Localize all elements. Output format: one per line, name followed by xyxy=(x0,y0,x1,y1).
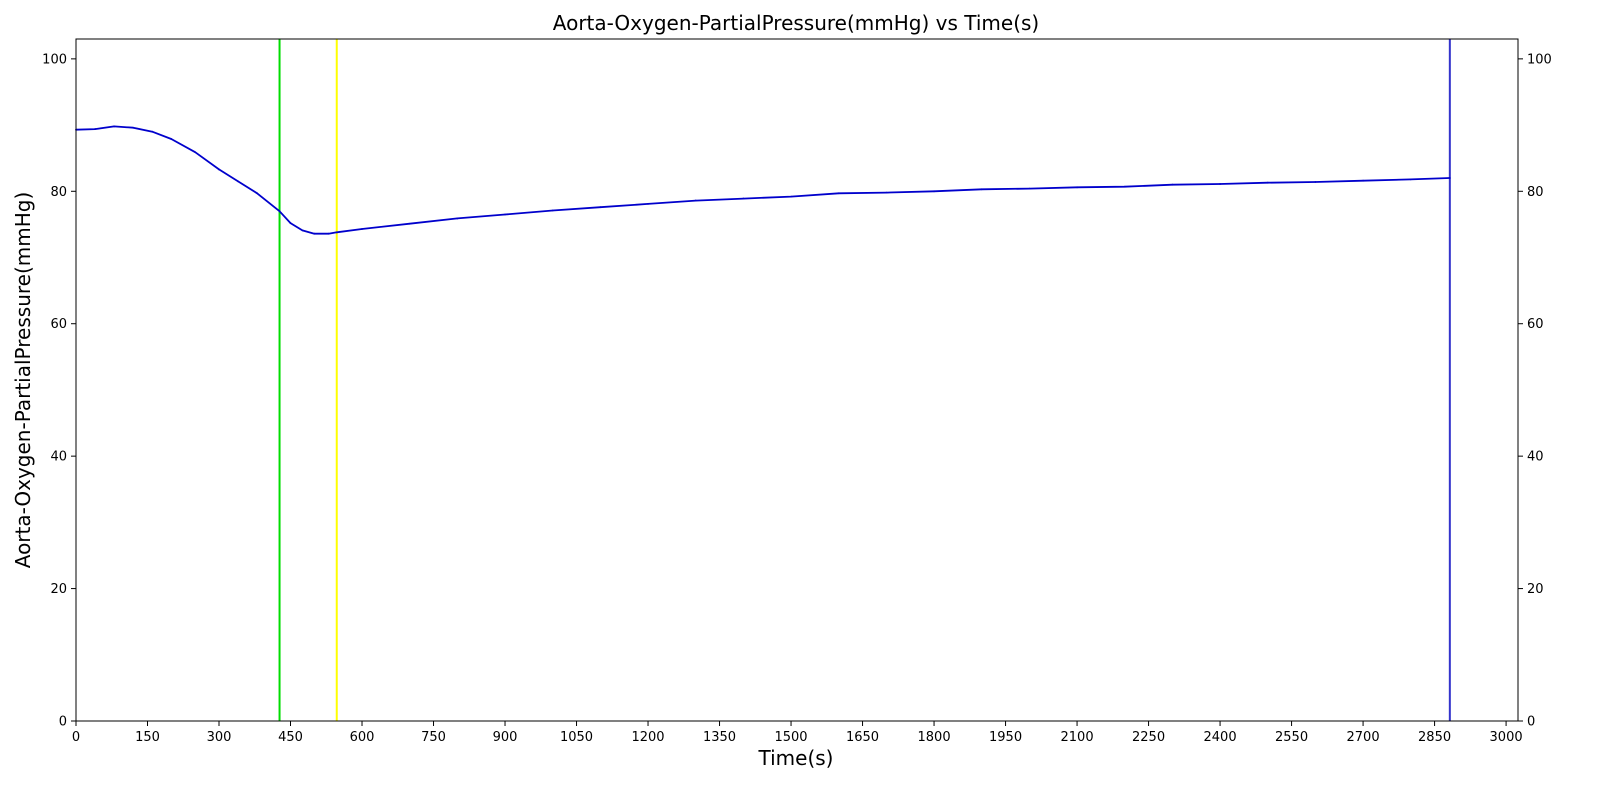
y-right-tick-label: 40 xyxy=(1527,450,1544,465)
data-point xyxy=(313,232,316,235)
data-point xyxy=(742,197,745,200)
x-tick-label: 150 xyxy=(135,730,160,745)
y-right-tick-label: 20 xyxy=(1527,582,1544,597)
data-point xyxy=(885,191,888,194)
data-point xyxy=(327,232,330,235)
x-tick-label: 1200 xyxy=(631,730,664,745)
y-right-tick-label: 80 xyxy=(1527,185,1544,200)
x-tick-label: 1950 xyxy=(989,730,1022,745)
y-axis-title: Aorta-Oxygen-PartialPressure(mmHg) xyxy=(11,192,35,569)
data-point xyxy=(837,192,840,195)
data-point xyxy=(1266,181,1269,184)
data-point xyxy=(237,180,239,183)
data-point xyxy=(94,128,96,130)
data-point xyxy=(170,138,173,140)
data-point xyxy=(132,126,135,129)
y-tick-label: 0 xyxy=(59,715,67,730)
data-point xyxy=(256,192,259,195)
x-axis-title: Time(s) xyxy=(758,746,834,770)
data-point xyxy=(1028,187,1031,190)
x-tick-label: 450 xyxy=(278,730,303,745)
data-point xyxy=(289,222,292,224)
data-point xyxy=(1409,178,1412,181)
y-right-tick-label: 100 xyxy=(1527,52,1552,67)
x-tick-label: 1800 xyxy=(918,730,951,745)
series-line-0 xyxy=(75,125,1450,235)
plot-frame xyxy=(75,38,1519,722)
vertical-markers xyxy=(278,39,1451,721)
x-tick-label: 900 xyxy=(493,730,518,745)
x-tick-label: 600 xyxy=(350,730,375,745)
data-point xyxy=(361,228,363,230)
data-point xyxy=(599,206,602,209)
x-tick-label: 2250 xyxy=(1132,730,1165,745)
data-point xyxy=(335,231,338,234)
data-point xyxy=(151,130,154,133)
series-layer xyxy=(75,125,1451,235)
data-point xyxy=(113,125,116,128)
x-tick-label: 2850 xyxy=(1418,730,1451,745)
data-point xyxy=(551,209,554,212)
data-point xyxy=(1123,185,1126,188)
x-tick-label: 3000 xyxy=(1490,730,1523,745)
data-point xyxy=(980,188,983,191)
data-point xyxy=(1076,186,1078,189)
x-tick-label: 2700 xyxy=(1347,730,1380,745)
data-point xyxy=(1314,181,1317,183)
data-point xyxy=(790,195,792,198)
y-tick-label: 100 xyxy=(42,52,67,67)
data-point xyxy=(1171,183,1174,186)
data-point xyxy=(218,168,220,171)
y-right-tick-label: 60 xyxy=(1527,317,1544,332)
x-tick-label: 2400 xyxy=(1204,730,1237,745)
x-axis-ticks: 0 150 300 450 600 750 900 1050 1200 1350 1500 1650 1… xyxy=(72,721,1523,745)
data-point xyxy=(408,222,411,225)
data-point xyxy=(301,229,304,232)
data-point xyxy=(1219,183,1221,185)
y-tick-label: 60 xyxy=(50,317,67,332)
y-axis-ticks-right: 0 20 40 60 80 100 xyxy=(1518,52,1552,730)
x-tick-label: 2550 xyxy=(1275,730,1308,745)
y-right-tick-label: 0 xyxy=(1527,715,1535,730)
chart-title: Aorta-Oxygen-PartialPressure(mmHg) vs Ti… xyxy=(553,11,1039,35)
data-point xyxy=(504,213,506,216)
data-point xyxy=(647,202,649,205)
data-point xyxy=(194,151,197,154)
y-tick-label: 20 xyxy=(50,582,67,597)
x-tick-label: 1650 xyxy=(846,730,879,745)
data-point xyxy=(278,210,281,213)
y-axis-ticks-left: 0 20 40 60 80 100 xyxy=(42,52,76,730)
data-point xyxy=(456,217,459,220)
x-tick-label: 1500 xyxy=(774,730,807,745)
x-tick-label: 2100 xyxy=(1061,730,1094,745)
x-tick-label: 1050 xyxy=(560,730,593,745)
data-point xyxy=(694,199,697,202)
data-point xyxy=(933,190,935,193)
x-tick-label: 0 xyxy=(72,730,80,745)
y-tick-label: 80 xyxy=(50,185,67,200)
data-point xyxy=(1362,179,1364,182)
x-tick-label: 300 xyxy=(207,730,232,745)
y-tick-label: 40 xyxy=(50,450,67,465)
data-point xyxy=(1448,177,1451,179)
x-tick-label: 1350 xyxy=(703,730,736,745)
x-tick-label: 750 xyxy=(421,730,446,745)
